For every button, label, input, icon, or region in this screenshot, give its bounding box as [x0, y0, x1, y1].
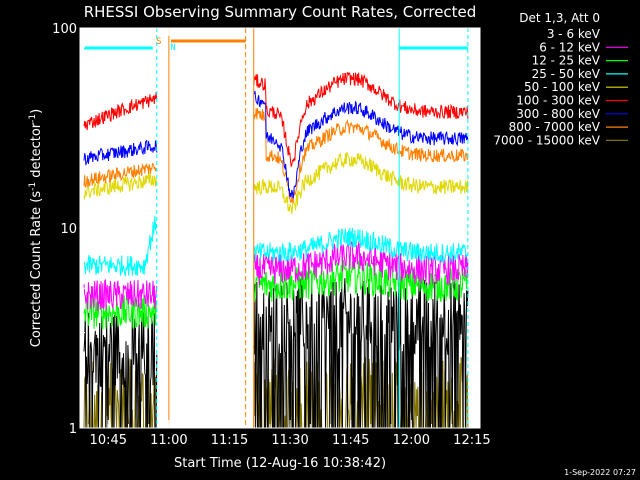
series-2-seg-0 — [83, 294, 158, 330]
data-layer — [83, 72, 469, 429]
series-6-seg-0 — [83, 139, 158, 166]
chart-title: RHESSI Observing Summary Count Rates, Co… — [84, 3, 477, 21]
x-axis-label: Start Time (12-Aug-16 10:38:42) — [174, 456, 386, 471]
series-3-seg-1 — [253, 227, 469, 264]
series-4-seg-0 — [83, 171, 158, 200]
series-3-seg-0 — [83, 215, 158, 278]
x-tick-label-6: 12:15 — [453, 433, 490, 448]
x-tick-label-3: 11:30 — [271, 433, 308, 448]
legend-label-3: 25 - 50 keV — [532, 67, 601, 81]
y-axis-label-sup2: -1 — [28, 114, 38, 123]
legend-label-8: 7000 - 15000 keV — [493, 133, 600, 147]
legend-label-4: 50 - 100 keV — [524, 80, 601, 94]
overlay-layer: SN — [84, 28, 469, 428]
legend-header: Det 1,3, Att 0 — [519, 11, 600, 25]
x-tick-label-4: 11:45 — [332, 433, 369, 448]
legend-label-6: 300 - 800 keV — [516, 107, 600, 121]
series-1-seg-0 — [83, 278, 158, 312]
y-axis-label-end: ) — [29, 109, 44, 114]
marker-label-n: N — [170, 43, 175, 53]
series-7-seg-0 — [83, 162, 158, 189]
legend-label-2: 12 - 25 keV — [532, 54, 601, 68]
y-tick-label-2: 100 — [52, 22, 77, 37]
series-1-seg-1 — [253, 240, 469, 286]
y-axis-label-main: Corrected Count Rate (s — [29, 191, 44, 348]
x-tick-label-1: 11:00 — [150, 433, 187, 448]
series-4-seg-1 — [253, 151, 469, 215]
x-tick-label-2: 11:15 — [211, 433, 248, 448]
marker-label-s: S — [156, 37, 161, 47]
series-0-seg-1 — [253, 278, 469, 429]
legend-label-0: 3 - 6 keV — [547, 27, 601, 41]
series-7-seg-1 — [253, 108, 469, 205]
legend-label-5: 100 - 300 keV — [516, 94, 600, 108]
timestamp: 1-Sep-2022 07:27 — [564, 468, 636, 477]
legend-label-1: 6 - 12 keV — [539, 40, 601, 54]
y-axis-label-sup1: -1 — [28, 182, 38, 191]
y-axis-label-mid: detector — [29, 122, 44, 182]
y-axis-label: Corrected Count Rate (s-1 detector-1) — [28, 109, 44, 347]
y-tick-label-0: 1 — [69, 422, 77, 437]
series-6-seg-1 — [253, 90, 469, 199]
axis-layer: 10:45 11:00 11:15 11:30 11:45 12:00 12:15 1 10 10… — [52, 22, 490, 448]
y-tick-label-1: 10 — [60, 222, 77, 237]
x-tick-label-5: 12:00 — [393, 433, 430, 448]
x-tick-label-0: 10:45 — [90, 433, 127, 448]
series-5-seg-1 — [253, 72, 469, 168]
legend-label-7: 800 - 7000 keV — [509, 120, 601, 134]
series-5-seg-0 — [83, 92, 158, 131]
